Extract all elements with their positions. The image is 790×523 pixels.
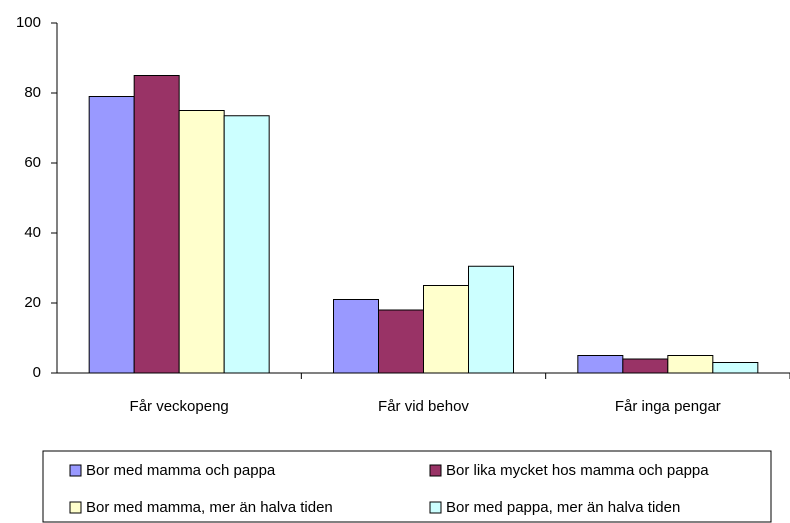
bar — [423, 285, 469, 374]
bar — [333, 299, 379, 374]
x-tick-label: Får inga pengar — [615, 398, 721, 415]
legend-label: Bor med pappa, mer än halva tiden — [446, 499, 680, 516]
legend-label: Bor lika mycket hos mamma och pappa — [446, 462, 709, 479]
bar — [133, 75, 180, 374]
bar — [223, 115, 270, 374]
bar — [577, 355, 624, 374]
legend-swatch — [69, 501, 82, 514]
legend-label: Bor med mamma och pappa — [86, 462, 276, 479]
y-tick-label: 0 — [33, 364, 41, 381]
y-tick-label: 20 — [24, 294, 41, 311]
y-tick-label: 60 — [24, 154, 41, 171]
legend-swatch — [429, 464, 442, 477]
legend-label: Bor med mamma, mer än halva tiden — [86, 499, 333, 516]
bar — [712, 362, 759, 374]
x-tick-label: Får veckopeng — [130, 398, 229, 415]
bar — [622, 358, 669, 374]
bar — [667, 355, 714, 374]
legend-swatch — [69, 464, 82, 477]
y-tick-label: 100 — [16, 14, 41, 31]
bar — [178, 110, 225, 374]
y-tick-label: 40 — [24, 224, 41, 241]
legend-box — [42, 450, 772, 523]
y-tick-label: 80 — [24, 84, 41, 101]
x-tick-label: Får vid behov — [378, 398, 469, 415]
bar — [468, 265, 514, 374]
bar — [88, 96, 135, 374]
legend-swatch — [429, 501, 442, 514]
bar — [378, 309, 424, 374]
